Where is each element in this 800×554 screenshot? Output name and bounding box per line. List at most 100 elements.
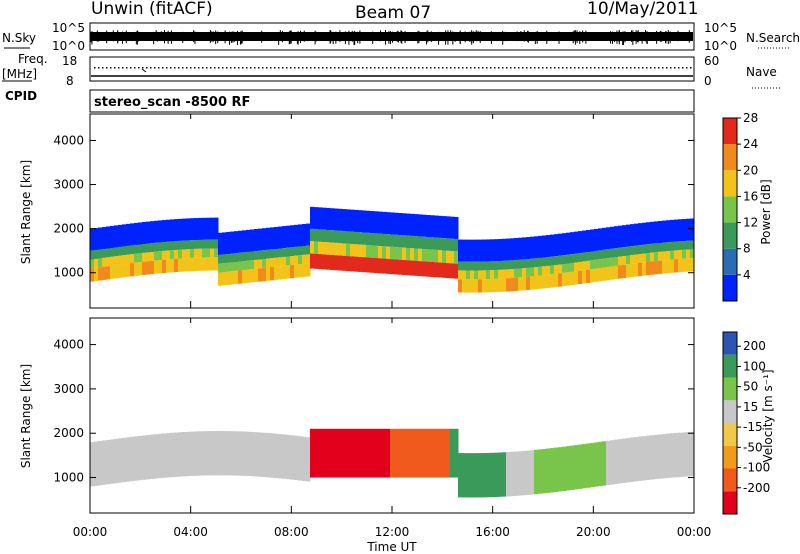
velocity-cell bbox=[654, 434, 659, 480]
power-cell bbox=[274, 248, 279, 258]
power-cell bbox=[298, 264, 303, 278]
velocity-cell bbox=[606, 440, 611, 486]
power-cell bbox=[282, 226, 287, 249]
power-cell bbox=[630, 246, 635, 255]
power-cell bbox=[430, 237, 435, 250]
power-cell bbox=[622, 264, 627, 279]
y-tick-label: 3000 bbox=[53, 178, 84, 192]
power-cell bbox=[574, 271, 579, 285]
power-cell bbox=[662, 220, 667, 243]
power-cell bbox=[326, 242, 331, 255]
velocity-cell bbox=[402, 428, 407, 478]
power-cell bbox=[190, 249, 195, 258]
power-cell bbox=[510, 269, 515, 278]
power-cell bbox=[366, 245, 371, 258]
nave-dot bbox=[154, 67, 156, 69]
velocity-cell bbox=[174, 432, 179, 477]
power-cell bbox=[146, 252, 151, 262]
power-cell bbox=[378, 211, 383, 234]
velocity-cell bbox=[446, 428, 451, 478]
colorbar-tick-label: 100 bbox=[743, 359, 766, 373]
power-cell bbox=[146, 261, 151, 275]
power-cell bbox=[154, 220, 159, 243]
power-cell bbox=[354, 209, 359, 232]
power-cell bbox=[102, 257, 107, 267]
power-cell bbox=[310, 206, 315, 229]
power-cell bbox=[410, 248, 415, 261]
power-cell bbox=[682, 241, 687, 250]
colorbar-tick-label: -50 bbox=[743, 440, 763, 454]
nave-dot bbox=[134, 67, 136, 69]
velocity-cell bbox=[542, 448, 547, 494]
power-cell bbox=[342, 231, 347, 244]
velocity-cell bbox=[282, 434, 287, 479]
nave-dot bbox=[610, 67, 612, 69]
power-cell bbox=[502, 260, 507, 270]
nave-dot bbox=[442, 67, 444, 69]
velocity-cell bbox=[338, 428, 343, 478]
power-cell bbox=[170, 259, 175, 273]
power-cell bbox=[522, 277, 527, 291]
velocity-cell bbox=[478, 453, 483, 498]
power-cell bbox=[274, 226, 279, 249]
power-cell bbox=[678, 241, 683, 251]
colorbar-swatch bbox=[723, 400, 737, 423]
power-cell bbox=[186, 218, 191, 241]
nave-dot bbox=[458, 67, 460, 69]
power-cell bbox=[98, 258, 103, 268]
nave-dot bbox=[322, 67, 324, 69]
power-cell bbox=[174, 219, 179, 242]
power-cell bbox=[534, 275, 539, 290]
power-cell bbox=[542, 275, 547, 289]
power-cell bbox=[650, 252, 655, 262]
power-cell bbox=[690, 218, 695, 241]
nave-dot bbox=[650, 67, 652, 69]
nave-dot bbox=[294, 67, 296, 69]
velocity-cell bbox=[690, 431, 695, 477]
power-cell bbox=[310, 253, 315, 269]
power-cell bbox=[222, 232, 227, 255]
power-cell bbox=[258, 259, 263, 269]
power-cell bbox=[430, 215, 435, 238]
power-cell bbox=[98, 249, 103, 259]
power-cell bbox=[594, 268, 599, 282]
power-cell bbox=[222, 254, 227, 264]
power-cell bbox=[394, 212, 399, 235]
nave-dot bbox=[210, 67, 212, 69]
power-cell bbox=[554, 256, 559, 265]
nave-dot bbox=[198, 67, 200, 69]
power-cell bbox=[418, 248, 423, 262]
velocity-cell bbox=[106, 439, 111, 485]
power-cell bbox=[266, 267, 271, 281]
power-cell bbox=[278, 257, 283, 267]
power-cell bbox=[402, 260, 407, 276]
nave-dot bbox=[122, 67, 124, 69]
power-cell bbox=[166, 250, 171, 260]
velocity-cell bbox=[574, 445, 579, 490]
power-cell bbox=[474, 270, 479, 280]
power-cell bbox=[226, 271, 231, 285]
power-cell bbox=[558, 264, 563, 274]
power-cell bbox=[358, 232, 363, 245]
power-cell bbox=[298, 246, 303, 256]
power-cell bbox=[246, 260, 251, 270]
velocity-cell bbox=[646, 435, 651, 480]
power-cell bbox=[590, 260, 595, 270]
power-cell bbox=[94, 267, 99, 281]
nave-dot bbox=[230, 67, 232, 69]
power-cell bbox=[642, 253, 647, 263]
power-cell bbox=[402, 213, 407, 236]
power-cell bbox=[550, 265, 555, 275]
power-cell bbox=[458, 239, 463, 262]
velocity-cell bbox=[274, 433, 279, 479]
x-tick-label: 00:00 bbox=[73, 525, 108, 539]
power-cell bbox=[686, 258, 691, 272]
x-tick-label: 00:00 bbox=[677, 525, 712, 539]
power-cell bbox=[406, 260, 411, 276]
power-cell bbox=[610, 248, 615, 258]
power-cell bbox=[270, 267, 275, 281]
power-cell bbox=[166, 241, 171, 251]
power-cell bbox=[634, 254, 639, 264]
power-cell bbox=[470, 279, 475, 293]
colorbar-tick-label: 200 bbox=[743, 339, 766, 353]
